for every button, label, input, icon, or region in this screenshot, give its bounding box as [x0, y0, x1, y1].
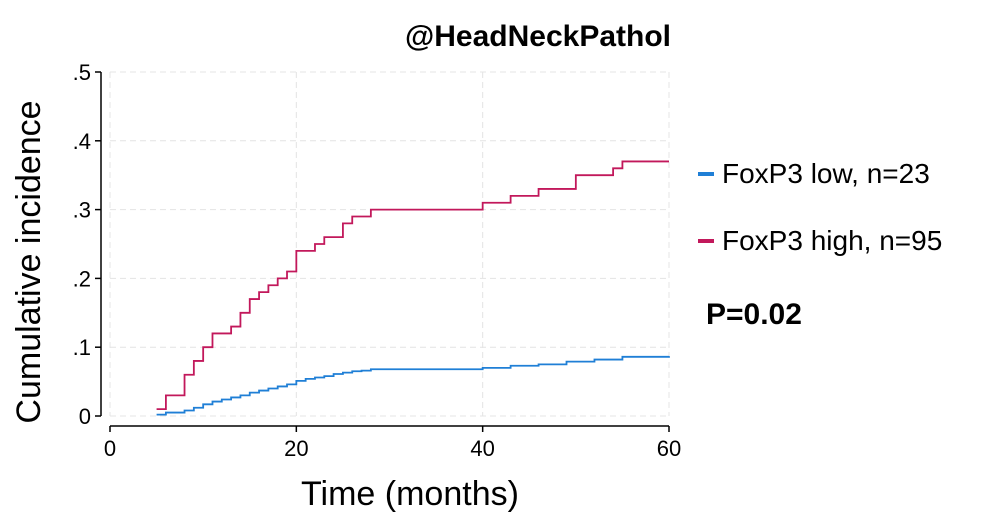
series-line-1: [156, 160, 669, 411]
x-tick-label: 40: [470, 436, 494, 461]
legend-item-high: FoxP3 high, n=95: [698, 224, 942, 258]
legend-swatch-high: [698, 239, 714, 243]
x-tick-label: 0: [104, 436, 116, 461]
series-line-0: [156, 355, 670, 416]
x-tick-label: 60: [657, 436, 681, 461]
x-tick-label: 20: [284, 436, 308, 461]
legend-item-low: FoxP3 low, n=23: [698, 157, 930, 191]
x-axis-label: Time (months): [301, 475, 519, 513]
y-tick-label: .3: [73, 198, 91, 223]
legend-swatch-low: [698, 172, 714, 176]
y-tick-label: .5: [73, 60, 91, 85]
y-tick-label: .2: [73, 266, 91, 291]
y-tick-label: .1: [73, 335, 91, 360]
y-tick-label: 0: [79, 404, 91, 429]
y-tick-label: .4: [73, 129, 91, 154]
chart-title: @HeadNeckPathol: [405, 20, 672, 53]
legend-label-low: FoxP3 low, n=23: [722, 158, 930, 189]
axes: 0 .1 .2 .3 .4 .5 0 20 40 60: [73, 60, 682, 461]
legend-label-high: FoxP3 high, n=95: [722, 225, 943, 256]
p-value-annotation: P=0.02: [706, 298, 802, 331]
y-axis-label: Cumulative incidence: [10, 100, 48, 423]
series-group: [156, 160, 670, 416]
